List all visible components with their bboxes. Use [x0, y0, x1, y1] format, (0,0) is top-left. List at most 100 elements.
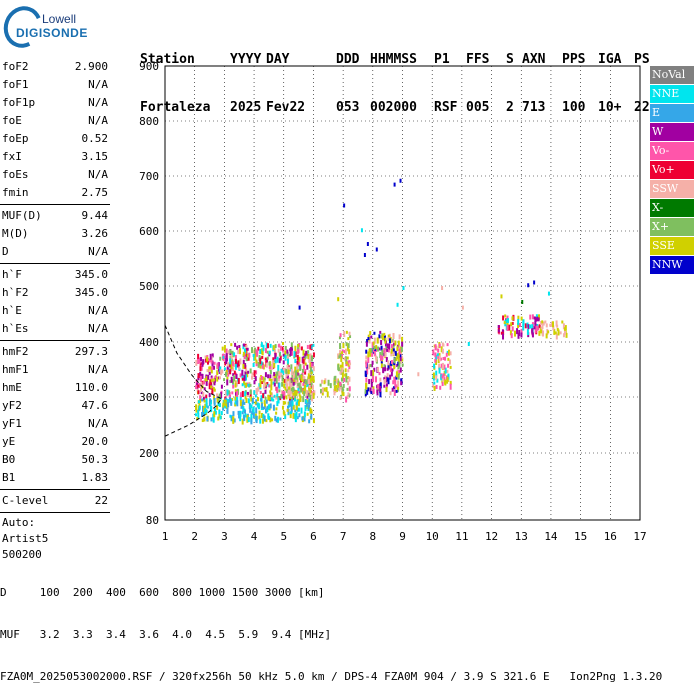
echo-mark	[282, 353, 285, 357]
echo-mark	[235, 390, 238, 396]
param-separator	[0, 204, 110, 205]
echo-mark	[262, 416, 265, 421]
echo-mark	[237, 360, 240, 367]
echo-mark	[393, 376, 396, 383]
echo-mark	[348, 393, 351, 397]
echo-mark	[265, 342, 268, 349]
param-value: N/A	[88, 96, 108, 109]
echo-mark	[390, 348, 393, 354]
echo-mark	[442, 343, 445, 347]
echo-mark	[506, 315, 509, 320]
echo-mark	[236, 400, 239, 407]
echo-mark	[302, 349, 305, 356]
echo-mark	[199, 362, 202, 369]
echo-mark	[524, 323, 527, 329]
echo-mark	[323, 387, 326, 392]
echo-mark	[391, 362, 394, 367]
echo-mark	[312, 343, 315, 347]
echo-mark	[307, 354, 310, 360]
echo-mark	[304, 354, 307, 359]
echo-mark	[247, 370, 250, 374]
echo-mark	[229, 380, 232, 384]
legend-item-nnw: NNW	[650, 256, 694, 274]
echo-mark	[263, 377, 266, 381]
echo-mark	[227, 362, 230, 368]
echo-mark	[517, 319, 520, 326]
echo-mark	[263, 415, 266, 422]
echo-mark	[239, 358, 242, 365]
echo-mark	[239, 399, 242, 406]
echo-mark	[310, 371, 313, 375]
echo-mark	[298, 374, 301, 378]
param-separator	[0, 489, 110, 490]
echo-mark	[399, 354, 402, 359]
echo-mark	[367, 357, 370, 364]
echo-mark	[202, 391, 205, 397]
echo-mark	[230, 400, 233, 406]
legend-item-ssw: SSW	[650, 180, 694, 198]
echo-mark	[249, 383, 252, 387]
echo-point	[402, 286, 405, 290]
echo-mark	[401, 363, 404, 367]
echo-mark	[347, 381, 350, 386]
echo-mark	[249, 405, 252, 409]
echo-mark	[255, 407, 258, 414]
header-value-6: 005	[466, 100, 490, 115]
echo-mark	[435, 375, 438, 381]
echo-mark	[264, 348, 267, 354]
param-value: N/A	[88, 245, 108, 258]
echo-mark	[447, 374, 450, 378]
echo-mark	[230, 355, 233, 361]
echo-mark	[303, 411, 306, 418]
echo-mark	[382, 367, 385, 374]
echo-mark	[269, 343, 272, 348]
echo-mark	[271, 366, 274, 370]
echo-mark	[504, 314, 507, 318]
echo-mark	[556, 327, 559, 331]
param-row: MUF(D) 9.44	[0, 207, 110, 225]
echo-mark	[266, 350, 269, 354]
echo-mark	[320, 388, 323, 393]
x-tick-label: 3	[221, 530, 228, 543]
echo-mark	[295, 372, 298, 379]
echo-mark	[225, 402, 228, 409]
echo-mark	[277, 348, 280, 353]
echo-mark	[347, 392, 350, 396]
echo-mark	[235, 373, 238, 379]
param-row: D N/A	[0, 243, 110, 261]
echo-mark	[208, 392, 211, 397]
echo-mark	[306, 364, 309, 370]
echo-mark	[206, 368, 209, 372]
param-row: foE N/A	[0, 112, 110, 130]
echo-mark	[555, 333, 558, 340]
echo-mark	[270, 392, 273, 396]
echo-mark	[277, 397, 280, 404]
echo-point	[399, 178, 402, 183]
echo-mark	[225, 348, 228, 355]
echo-mark	[281, 405, 284, 410]
echo-mark	[500, 331, 503, 335]
echo-mark	[291, 350, 294, 356]
header-label-7: S	[506, 52, 514, 67]
echo-mark	[392, 332, 395, 339]
echo-mark	[383, 364, 386, 368]
echo-mark	[251, 347, 254, 354]
echo-mark	[365, 377, 368, 383]
echo-mark	[222, 355, 225, 359]
param-label: fxI	[2, 150, 22, 163]
param-value: N/A	[88, 363, 108, 376]
echo-mark	[392, 344, 395, 348]
echo-mark	[304, 379, 307, 385]
echo-mark	[246, 354, 249, 358]
echo-mark	[245, 353, 248, 357]
echo-mark	[400, 379, 403, 386]
echo-mark	[200, 364, 203, 371]
echo-mark	[381, 335, 384, 341]
param-value: 3.26	[81, 227, 109, 240]
echo-mark	[390, 370, 393, 377]
echo-mark	[308, 404, 311, 410]
echo-mark	[448, 359, 451, 365]
echo-mark	[236, 390, 239, 397]
echo-mark	[282, 360, 285, 365]
echo-mark	[248, 352, 251, 358]
